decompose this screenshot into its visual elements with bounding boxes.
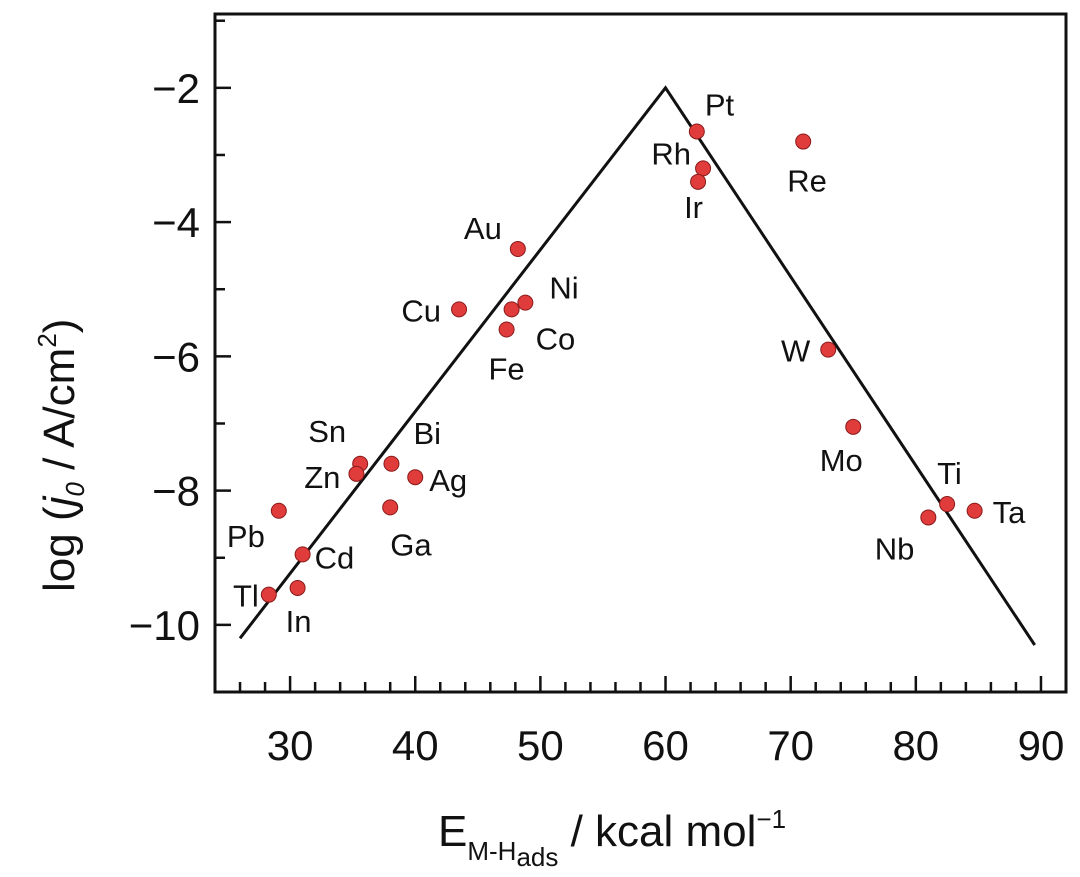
point-label-cd: Cd [315,540,355,575]
point-label-w: W [781,334,811,369]
data-point-co [503,301,520,318]
y-tick-label: −10 [129,602,200,649]
point-label-bi: Bi [413,416,441,451]
data-points [260,123,983,603]
data-point-nb [920,509,937,526]
y-tick-label: −2 [152,65,200,112]
x-tick-label: 80 [892,722,939,769]
y-tick-label: −6 [152,333,200,380]
y-tick-label: −4 [152,199,200,246]
x-axis-title-rest: / kcal mol [558,807,756,856]
x-tick-label: 40 [392,722,439,769]
point-label-mo: Mo [820,443,863,478]
data-point-re [795,133,812,150]
x-tick-label: 30 [267,722,314,769]
point-label-ag: Ag [429,463,467,498]
data-point-fe [498,321,515,338]
x-axis-title-subsub: ads [516,842,558,872]
data-point-zn [348,465,365,482]
y-axis-title: log (j0 / A/cm2) [32,319,90,592]
data-point-ir [690,173,707,190]
point-label-ga: Ga [390,527,432,562]
x-axis-title-main: E [438,807,467,856]
point-label-tl: Tl [233,579,259,614]
data-point-tl [260,586,277,603]
point-label-co: Co [536,321,576,356]
data-point-pt [688,123,705,140]
data-point-ga [382,499,399,516]
point-label-nb: Nb [875,531,915,566]
x-axis-title-sub: M-H [467,836,516,866]
data-point-w [820,341,837,358]
point-label-rh: Rh [651,136,691,171]
data-point-bi [383,455,400,472]
point-label-ti: Ti [937,456,962,491]
x-axis-ticks: 30 40 50 60 70 80 90 [238,676,1065,769]
point-label-re: Re [787,164,827,199]
point-label-ni: Ni [549,271,578,306]
x-tick-label: 90 [1018,722,1065,769]
data-point-rh [695,160,712,177]
x-axis-title-sup: −1 [756,804,786,834]
y-axis-title-rest: / A/cm [35,348,84,482]
data-point-ag [407,469,424,486]
volcano-line-group [238,85,1036,646]
data-point-au [509,240,526,257]
point-label-cu: Cu [401,293,441,328]
x-tick-label: 50 [517,722,564,769]
data-point-cd [294,546,311,563]
data-point-mo [845,418,862,435]
y-axis-title-suffix: ) [35,319,84,334]
point-label-ir: Ir [684,190,703,225]
point-label-ta: Ta [993,495,1026,530]
volcano-line [238,85,1036,646]
point-label-in: In [286,604,312,639]
point-label-au: Au [464,211,502,246]
data-point-cu [451,301,468,318]
data-point-pb [270,502,287,519]
y-axis-title-sup: 2 [32,333,62,347]
x-tick-label: 60 [642,722,689,769]
x-tick-label: 70 [767,722,814,769]
y-axis-title-sub: 0 [60,482,90,497]
point-label-pb: Pb [227,519,265,554]
point-label-fe: Fe [488,352,524,387]
point-label-sn: Sn [308,414,346,449]
data-point-in [289,579,306,596]
point-label-zn: Zn [304,460,340,495]
point-labels: Pt Rh Ir Re Au Cu Ni Co Fe W Mo Sn Zn Bi Ag Ga Pb Cd Tl In T… [227,87,1026,638]
point-label-pt: Pt [705,87,735,122]
data-point-ta [966,502,983,519]
x-axis-title: EM-Hads / kcal mol−1 [438,804,786,872]
data-point-ni [517,294,534,311]
data-point-ti [939,496,956,513]
y-axis-ticks: −2 −4 −6 −8 −10 [129,19,231,649]
y-tick-label: −8 [152,468,200,515]
y-axis-title-prefix: log ( [35,506,84,592]
